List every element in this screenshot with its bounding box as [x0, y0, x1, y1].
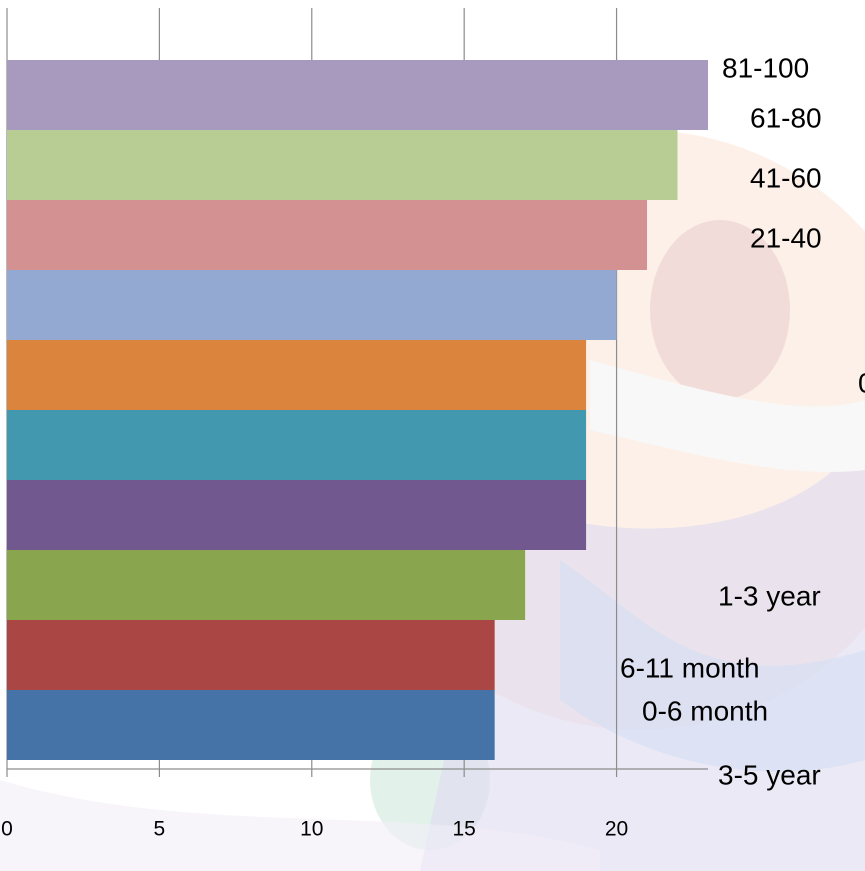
bar: [7, 340, 587, 410]
bar: [7, 60, 708, 130]
legend-label: 3-5 year: [718, 759, 821, 790]
legend-label: 0: [858, 367, 865, 398]
bar: [7, 270, 617, 340]
x-tick-label: 15: [452, 818, 475, 841]
legend-label: 1-3 year: [718, 580, 821, 611]
bar: [7, 410, 587, 480]
legend-label: 0-6 month: [642, 695, 768, 726]
legend-label: 41-60: [750, 162, 822, 193]
bar: [7, 550, 526, 620]
bar: [7, 200, 648, 270]
bar: [7, 690, 495, 760]
legend-label: 61-80: [750, 102, 822, 133]
x-tick-label: 5: [154, 818, 166, 841]
legend-label: 81-100: [722, 52, 809, 83]
x-tick-label: 10: [300, 818, 323, 841]
x-tick-label: 0: [1, 818, 13, 841]
bar: [7, 480, 587, 550]
plot-area: 0 5 10 15 20 81-100 61-80 41-60 21-40 0 1-3 year 6-…: [1, 8, 865, 841]
legend-label: 6-11 month: [620, 652, 760, 683]
bar: [7, 130, 678, 200]
bar: [7, 620, 495, 690]
x-tick-label: 20: [605, 818, 628, 841]
legend-label: 21-40: [750, 222, 822, 253]
